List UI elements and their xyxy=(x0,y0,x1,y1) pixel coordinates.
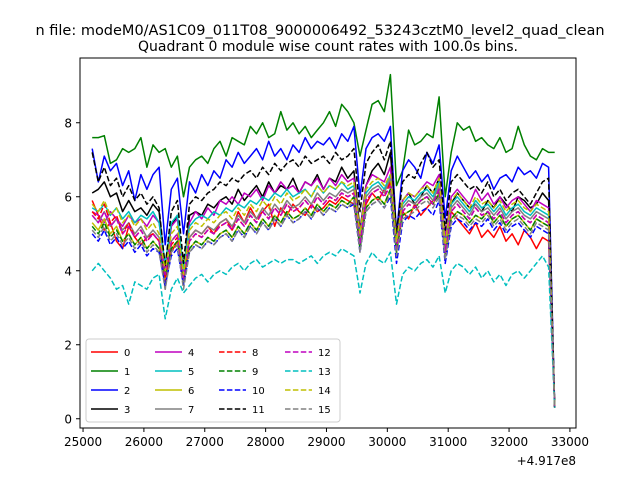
y-tick-label: 2 xyxy=(64,338,72,352)
x-tick-label: 30000 xyxy=(368,435,406,449)
legend-label-9: 9 xyxy=(252,367,258,378)
legend-label-13: 13 xyxy=(318,367,331,378)
legend-label-15: 15 xyxy=(318,405,331,416)
series-line-5 xyxy=(91,173,556,408)
x-tick-label: 28000 xyxy=(247,435,285,449)
x-tick-label: 29000 xyxy=(307,435,345,449)
y-tick-label: 4 xyxy=(64,264,72,278)
axes-frame xyxy=(79,57,577,429)
legend-label-4: 4 xyxy=(188,348,194,359)
series-line-2 xyxy=(91,125,556,408)
legend-label-5: 5 xyxy=(188,367,194,378)
x-axis-ticks: 25000 26000 27000 28000 29000 30000 31000 32000… xyxy=(64,428,589,449)
legend-label-8: 8 xyxy=(252,348,258,359)
x-tick-label: 27000 xyxy=(186,435,224,449)
y-tick-label: 6 xyxy=(64,190,72,204)
y-axis-ticks: 0 2 4 6 8 xyxy=(64,116,80,426)
x-axis-offset-label: +4.917e8 xyxy=(517,454,576,468)
x-tick-label: 26000 xyxy=(125,435,163,449)
legend-label-1: 1 xyxy=(124,367,130,378)
y-tick-label: 8 xyxy=(64,116,72,130)
legend-label-7: 7 xyxy=(188,405,194,416)
legend-label-2: 2 xyxy=(124,386,130,397)
legend-label-3: 3 xyxy=(124,405,130,416)
x-tick-label: 33000 xyxy=(551,435,589,449)
series-line-11 xyxy=(91,140,556,408)
figure-suptitle: n file: modeM0/AS1C09_011T08_9000006492_… xyxy=(35,23,604,39)
legend-label-12: 12 xyxy=(318,348,331,359)
legend-label-14: 14 xyxy=(318,386,331,397)
x-tick-label: 31000 xyxy=(429,435,467,449)
series-layer xyxy=(91,73,556,408)
series-line-12 xyxy=(91,184,556,408)
legend-label-0: 0 xyxy=(124,348,130,359)
series-line-1 xyxy=(92,73,555,198)
legend-label-11: 11 xyxy=(252,405,265,416)
series-line-9 xyxy=(91,188,556,408)
legend-label-10: 10 xyxy=(252,386,265,397)
series-line-15 xyxy=(91,192,556,408)
x-tick-label: 25000 xyxy=(64,435,102,449)
legend-box xyxy=(85,338,341,423)
series-line-14 xyxy=(91,173,556,408)
legend-label-6: 6 xyxy=(188,386,194,397)
series-line-13 xyxy=(91,247,556,408)
chart-title: Quadrant 0 module wise count rates with … xyxy=(138,39,518,55)
y-tick-label: 0 xyxy=(64,412,72,426)
x-tick-label: 32000 xyxy=(490,435,528,449)
